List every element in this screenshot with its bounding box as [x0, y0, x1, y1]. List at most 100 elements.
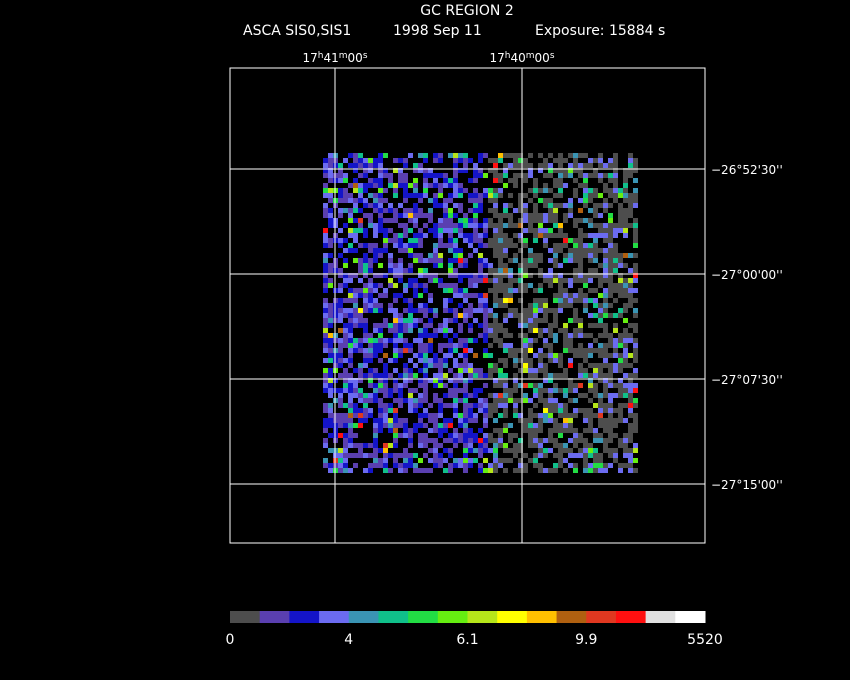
pixel	[583, 153, 588, 158]
pixel	[623, 443, 628, 448]
pixel	[323, 183, 328, 188]
pixel	[363, 158, 368, 163]
pixel	[523, 268, 528, 273]
pixel	[408, 378, 413, 383]
pixel	[513, 443, 518, 448]
pixel	[588, 388, 593, 393]
pixel	[588, 463, 593, 468]
pixel	[343, 188, 348, 193]
pixel	[518, 468, 523, 473]
pixel	[358, 208, 363, 213]
pixel	[578, 298, 583, 303]
pixel	[398, 268, 403, 273]
pixel	[548, 233, 553, 238]
pixel	[453, 203, 458, 208]
pixel	[453, 248, 458, 253]
pixel	[598, 438, 603, 443]
pixel	[518, 398, 523, 403]
pixel	[573, 158, 578, 163]
pixel	[423, 363, 428, 368]
pixel	[493, 203, 498, 208]
pixel	[418, 268, 423, 273]
pixel	[528, 433, 533, 438]
pixel	[628, 338, 633, 343]
pixel	[608, 268, 613, 273]
pixel	[378, 328, 383, 333]
pixel	[328, 323, 333, 328]
pixel	[583, 358, 588, 363]
pixel	[373, 383, 378, 388]
pixel	[508, 178, 513, 183]
pixel	[523, 208, 528, 213]
pixel	[328, 318, 333, 323]
pixel	[393, 348, 398, 353]
pixel	[553, 158, 558, 163]
pixel	[368, 263, 373, 268]
pixel	[578, 198, 583, 203]
ra-label-part: 41	[323, 51, 338, 65]
pixel	[328, 448, 333, 453]
pixel	[498, 433, 503, 438]
pixel	[563, 393, 568, 398]
pixel	[493, 193, 498, 198]
pixel	[413, 463, 418, 468]
pixel	[548, 378, 553, 383]
pixel	[598, 248, 603, 253]
pixel	[328, 403, 333, 408]
pixel	[513, 158, 518, 163]
pixel	[558, 278, 563, 283]
pixel	[468, 438, 473, 443]
pixel	[618, 403, 623, 408]
pixel	[478, 198, 483, 203]
pixel	[568, 173, 573, 178]
pixel	[368, 368, 373, 373]
pixel	[453, 378, 458, 383]
pixel	[358, 193, 363, 198]
pixel	[628, 398, 633, 403]
pixel	[503, 208, 508, 213]
pixel	[393, 383, 398, 388]
pixel	[523, 263, 528, 268]
pixel	[528, 218, 533, 223]
pixel	[618, 253, 623, 258]
pixel	[453, 363, 458, 368]
pixel	[553, 323, 558, 328]
pixel	[488, 243, 493, 248]
pixel	[403, 173, 408, 178]
pixel	[563, 338, 568, 343]
pixel	[428, 228, 433, 233]
pixel	[508, 268, 513, 273]
pixel	[383, 188, 388, 193]
pixel	[623, 308, 628, 313]
pixel	[323, 348, 328, 353]
pixel	[328, 168, 333, 173]
pixel	[323, 333, 328, 338]
ra-label-part: m	[339, 51, 348, 61]
pixel	[568, 318, 573, 323]
pixel	[608, 423, 613, 428]
pixel	[523, 468, 528, 473]
pixel	[623, 168, 628, 173]
pixel	[578, 273, 583, 278]
pixel	[518, 263, 523, 268]
pixel	[593, 453, 598, 458]
pixel	[538, 428, 543, 433]
pixel	[363, 198, 368, 203]
pixel	[498, 393, 503, 398]
pixel	[343, 368, 348, 373]
pixel	[598, 408, 603, 413]
pixel	[538, 418, 543, 423]
pixel	[328, 153, 333, 158]
pixel	[553, 208, 558, 213]
pixel	[553, 248, 558, 253]
pixel	[373, 368, 378, 373]
pixel	[503, 393, 508, 398]
pixel	[358, 338, 363, 343]
pixel	[503, 358, 508, 363]
pixel	[593, 403, 598, 408]
pixel	[508, 283, 513, 288]
pixel	[508, 348, 513, 353]
pixel	[353, 433, 358, 438]
pixel	[323, 158, 328, 163]
pixel	[448, 353, 453, 358]
